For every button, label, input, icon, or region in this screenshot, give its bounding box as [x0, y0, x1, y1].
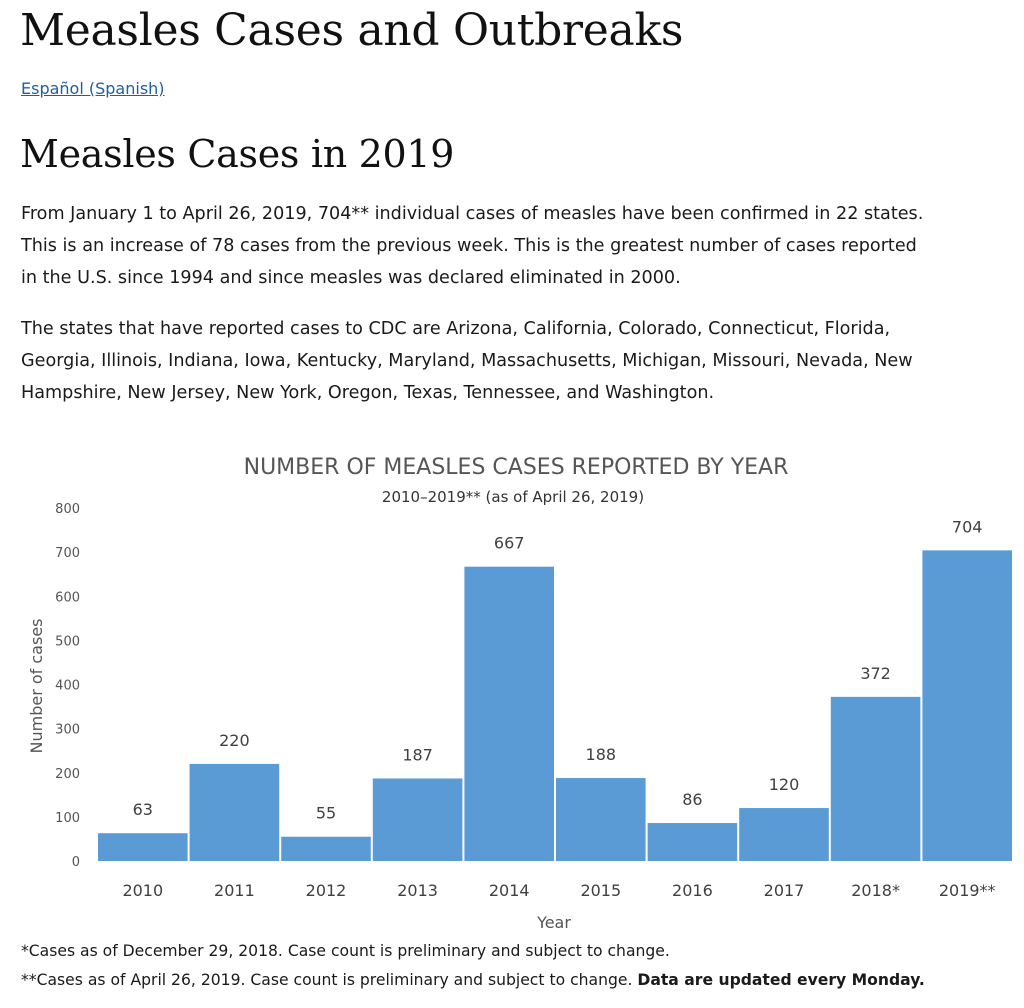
spanish-language-link[interactable]: Español (Spanish): [21, 79, 165, 98]
x-tick-label: 2015: [580, 881, 621, 900]
y-tick-label: 400: [55, 679, 80, 694]
bar-2015: [556, 778, 646, 861]
x-tick-label: 2016: [672, 881, 713, 900]
value-label: 667: [494, 534, 525, 553]
value-label: 187: [402, 745, 433, 764]
x-tick-label: 2012: [306, 881, 347, 900]
bar-2018: [830, 696, 921, 861]
footnote-2018: *Cases as of December 29, 2018. Case cou…: [21, 942, 670, 960]
y-tick-label: 700: [55, 546, 80, 561]
x-tick-label: 2018*: [851, 881, 900, 900]
y-tick-label: 800: [55, 502, 80, 517]
intro-line: in the U.S. since 1994 and since measles…: [21, 268, 681, 288]
value-label: 372: [860, 664, 891, 683]
bars-group: [98, 550, 1012, 861]
y-tick-label: 0: [72, 855, 80, 870]
chart-subtitle: 2010–2019** (as of April 26, 2019): [382, 488, 644, 506]
chart-title: NUMBER OF MEASLES CASES REPORTED BY YEAR: [244, 455, 789, 480]
footnote-2019-text: **Cases as of April 26, 2019. Case count…: [21, 971, 633, 989]
value-label: 704: [952, 517, 983, 536]
y-tick-label: 500: [55, 634, 80, 649]
x-tick-label: 2017: [764, 881, 805, 900]
y-tick-label: 200: [55, 767, 80, 782]
section-title: Measles Cases in 2019: [20, 132, 455, 176]
x-tick-label: 2010: [122, 881, 163, 900]
value-label: 63: [133, 800, 153, 819]
value-label: 55: [316, 804, 336, 823]
intro-line: This is an increase of 78 cases from the…: [21, 236, 917, 256]
x-axis-label: Year: [536, 913, 571, 932]
bar-2017: [739, 808, 829, 861]
x-tick-label: 2011: [214, 881, 255, 900]
x-axis-ticks: 2010 2011 2012 2013 2014 2015 2016 2017 2018* 201…: [122, 881, 995, 900]
y-axis-ticks: 0 100 200 300 400 500 600 700 800: [55, 502, 80, 870]
x-tick-label: 2019**: [939, 881, 996, 900]
value-label: 220: [219, 731, 250, 750]
states-line: Hampshire, New Jersey, New York, Oregon,…: [21, 383, 715, 403]
intro-paragraph: From January 1 to April 26, 2019, 704** …: [21, 198, 1021, 294]
bar-2019: [922, 550, 1012, 861]
value-label: 188: [586, 745, 617, 764]
y-tick-label: 100: [55, 811, 80, 826]
value-label: 120: [769, 775, 800, 794]
measles-bar-chart: NUMBER OF MEASLES CASES REPORTED BY YEAR…: [27, 455, 1012, 932]
states-line: The states that have reported cases to C…: [21, 319, 891, 339]
value-label: 86: [682, 790, 702, 809]
y-tick-label: 600: [55, 590, 80, 605]
states-line: Georgia, Illinois, Indiana, Iowa, Kentuc…: [21, 351, 913, 371]
value-labels-group: 63 220 55 187 667 188 86 120 372 704: [133, 517, 983, 822]
bar-2012: [281, 836, 371, 861]
bar-2011: [189, 763, 280, 861]
bar-2013: [372, 778, 463, 861]
footnote-update-note: Data are updated every Monday.: [637, 971, 925, 989]
page-title: Measles Cases and Outbreaks: [20, 5, 684, 56]
x-tick-label: 2013: [397, 881, 438, 900]
states-paragraph: The states that have reported cases to C…: [21, 313, 1021, 409]
bar-2014: [464, 566, 554, 861]
bar-2016: [647, 823, 738, 861]
x-tick-label: 2014: [489, 881, 530, 900]
y-tick-label: 300: [55, 723, 80, 738]
bar-2010: [98, 833, 188, 861]
y-axis-label: Number of cases: [27, 619, 46, 754]
footnote-2019: **Cases as of April 26, 2019. Case count…: [21, 969, 925, 991]
intro-line: From January 1 to April 26, 2019, 704** …: [21, 204, 924, 224]
